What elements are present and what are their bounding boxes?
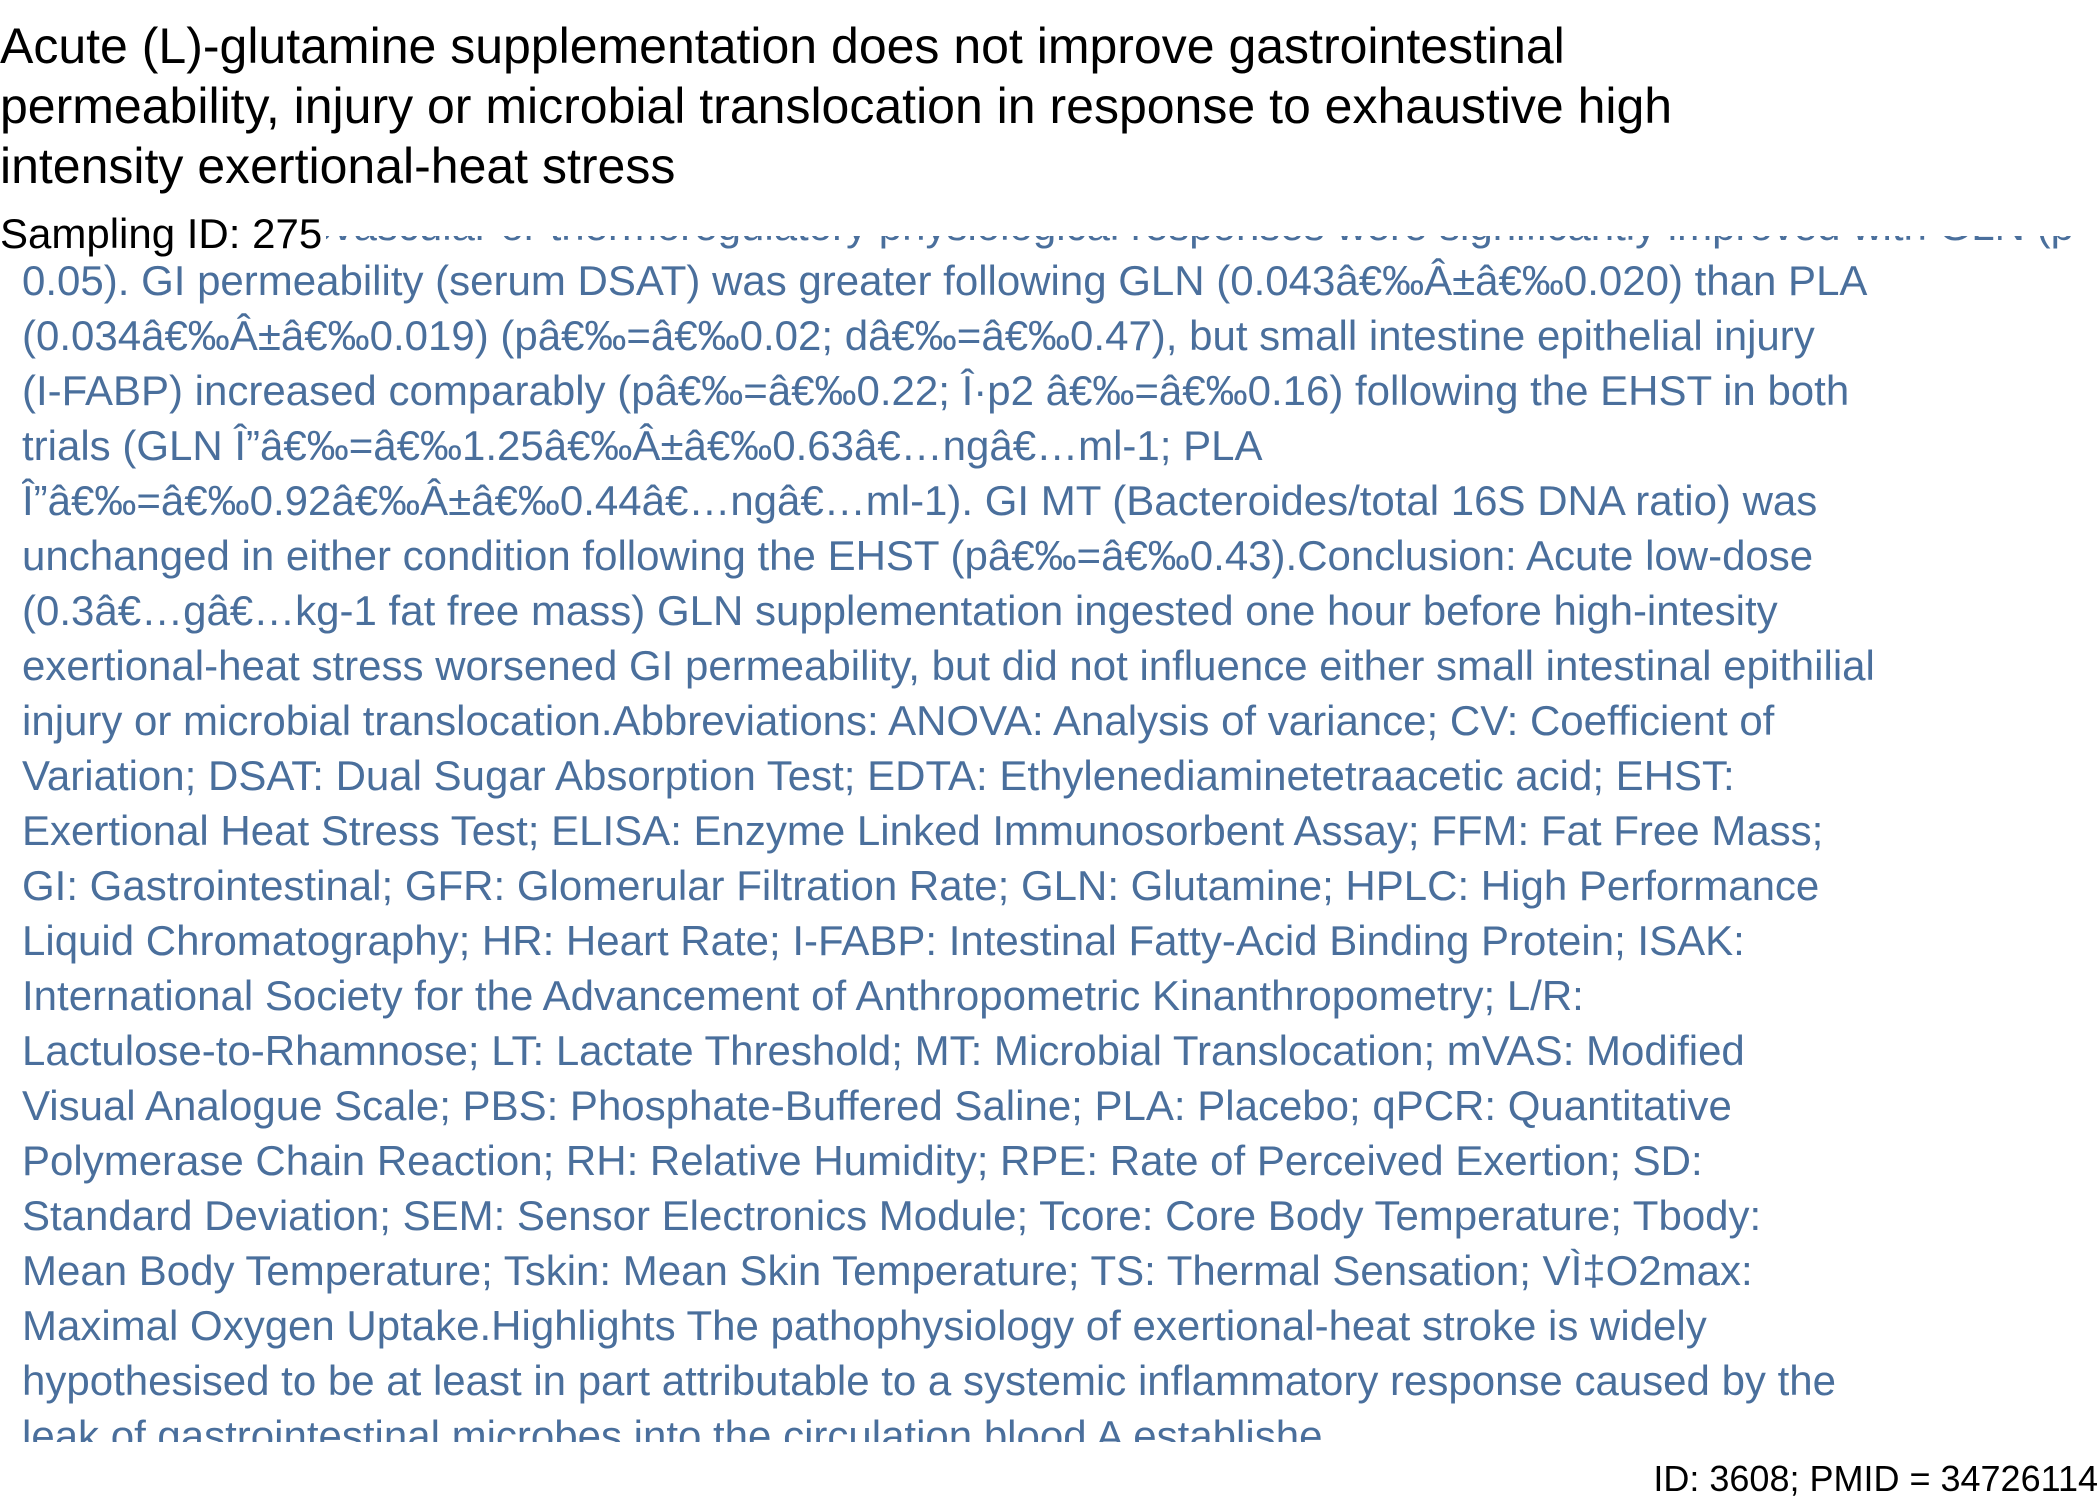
abstract-line: Mean Body Temperature; Tskin: Mean Skin … bbox=[22, 1247, 1753, 1294]
abstract-line: hydration, cardiovascular or thermoregul… bbox=[22, 236, 2092, 253]
abstract-scroll-region[interactable]: hydration, cardiovascular or thermoregul… bbox=[22, 236, 2092, 1442]
abstract-line: unchanged in either condition following … bbox=[22, 532, 1814, 579]
abstract-line: International Society for the Advancemen… bbox=[22, 972, 1584, 1019]
abstract-line: (0.3â€…gâ€…kg-1 fat free mass) GLN suppl… bbox=[22, 587, 1778, 634]
abstract-line: Exertional Heat Stress Test; ELISA: Enzy… bbox=[22, 807, 1824, 854]
abstract-line: (0.034â€‰Â±â€‰0.019) (pâ€‰=â€‰0.02; dâ€‰… bbox=[22, 312, 1815, 359]
abstract-line: injury or microbial translocation.Abbrev… bbox=[22, 697, 1775, 744]
abstract-line: exertional-heat stress worsened GI perme… bbox=[22, 642, 1875, 689]
sampling-id-label: Sampling ID: 275 bbox=[0, 206, 327, 262]
abstract-line: 0.05). GI permeability (serum DSAT) was … bbox=[22, 257, 1868, 304]
title-line: Acute (L)-glutamine supplementation does… bbox=[0, 18, 1565, 74]
abstract-body: hydration, cardiovascular or thermoregul… bbox=[22, 236, 2092, 1442]
abstract-line: hypothesised to be at least in part attr… bbox=[22, 1357, 1836, 1404]
abstract-line: leak of gastrointestinal microbes into t… bbox=[22, 1412, 1323, 1442]
abstract-line: Standard Deviation; SEM: Sensor Electron… bbox=[22, 1192, 1762, 1239]
abstract-line: Liquid Chromatography; HR: Heart Rate; I… bbox=[22, 917, 1745, 964]
abstract-line: GI: Gastrointestinal; GFR: Glomerular Fi… bbox=[22, 862, 1820, 909]
abstract-line: Visual Analogue Scale; PBS: Phosphate-Bu… bbox=[22, 1082, 1732, 1129]
abstract-line: (I-FABP) increased comparably (pâ€‰=â€‰0… bbox=[22, 367, 1850, 414]
abstract-line: Variation; DSAT: Dual Sugar Absorption T… bbox=[22, 752, 1735, 799]
abstract-line: Lactulose-to-Rhamnose; LT: Lactate Thres… bbox=[22, 1027, 1745, 1074]
title-line: intensity exertional-heat stress bbox=[0, 138, 676, 194]
abstract-line: Polymerase Chain Reaction; RH: Relative … bbox=[22, 1137, 1703, 1184]
document-id-footer: ID: 3608; PMID = 34726114 bbox=[1653, 1458, 2098, 1499]
abstract-line: trials (GLN Î”â€‰=â€‰1.25â€‰Â±â€‰0.63â€…… bbox=[22, 422, 1263, 469]
document-title: Acute (L)-glutamine supplementation does… bbox=[0, 16, 1900, 196]
title-line: permeability, injury or microbial transl… bbox=[0, 78, 1673, 134]
abstract-line: Maximal Oxygen Uptake.Highlights The pat… bbox=[22, 1302, 1707, 1349]
abstract-line: Î”â€‰=â€‰0.92â€‰Â±â€‰0.44â€…ngâ€…ml-1). … bbox=[22, 477, 1818, 524]
